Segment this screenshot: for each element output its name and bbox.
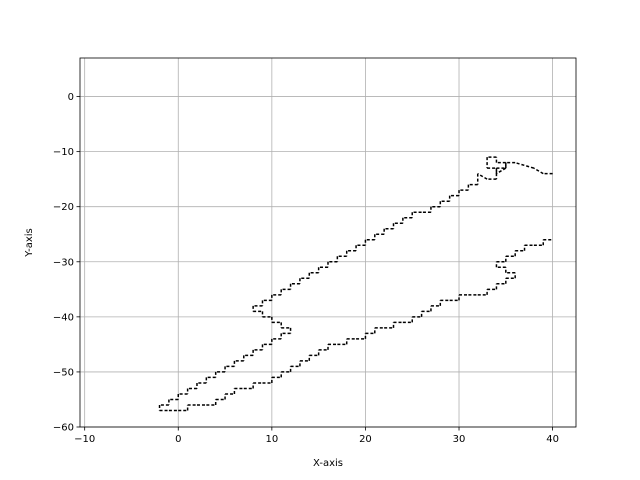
- x-tick-label: 10: [265, 434, 278, 445]
- x-tick-label: −10: [74, 434, 95, 445]
- y-axis-label: Y-axis: [24, 228, 35, 258]
- series-layer: [158, 156, 553, 412]
- y-tick-label: −40: [53, 312, 74, 323]
- x-axis-label: X-axis: [313, 458, 343, 469]
- y-tick-label: −10: [53, 147, 74, 158]
- y-tick-label: −50: [53, 367, 74, 378]
- x-tick-label: 20: [359, 434, 372, 445]
- y-tick-label: −20: [53, 202, 74, 213]
- axis-ticks: −10 0 10 20 30 40 0 −10 −20 −30 −40 −50 −60: [53, 92, 559, 445]
- y-tick-label: −60: [53, 423, 74, 434]
- x-tick-label: 30: [453, 434, 466, 445]
- series-segment: [533, 167, 544, 175]
- series-segment: [496, 167, 507, 175]
- series-path-group: [158, 156, 553, 412]
- plot-area-frame: [79, 57, 577, 428]
- x-tick-label: 40: [546, 434, 559, 445]
- series-segment: [514, 161, 535, 169]
- y-tick-label: 0: [68, 92, 74, 103]
- y-tick-label: −30: [53, 257, 74, 268]
- series-segment: [477, 173, 488, 180]
- x-tick-label: 0: [175, 434, 181, 445]
